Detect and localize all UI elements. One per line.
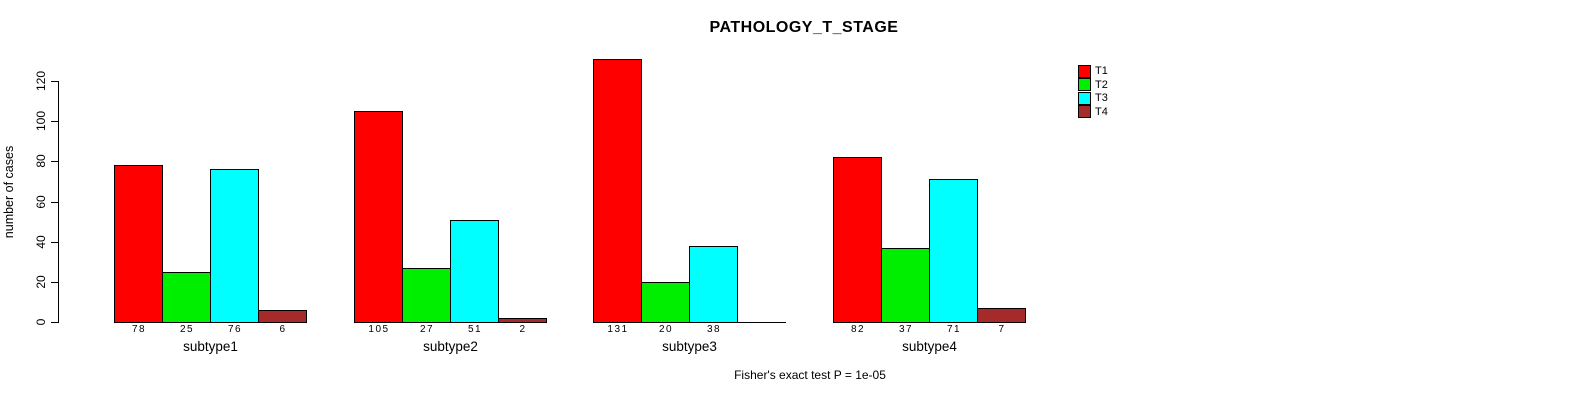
legend-row-t2: T2 bbox=[1078, 78, 1108, 92]
legend-label: T1 bbox=[1095, 65, 1108, 77]
legend-label: T2 bbox=[1095, 78, 1108, 91]
y-axis-line bbox=[58, 81, 59, 323]
legend-swatch-t3 bbox=[1078, 91, 1091, 105]
y-tick bbox=[51, 242, 58, 243]
y-tick bbox=[51, 282, 58, 283]
legend-swatch-t1 bbox=[1078, 64, 1091, 78]
y-tick bbox=[51, 81, 58, 82]
bar-value-label: 105 bbox=[368, 324, 390, 335]
bar-t4-subtype2 bbox=[498, 318, 547, 323]
y-tick-label: 120 bbox=[34, 70, 48, 92]
bar-value-label: 71 bbox=[946, 324, 962, 335]
bar-t1-subtype2 bbox=[354, 111, 403, 323]
bar-value-label: 51 bbox=[467, 324, 483, 335]
bar-value-label: 7 bbox=[998, 324, 1006, 335]
bar-t2-subtype4 bbox=[881, 248, 930, 323]
y-tick-label: 0 bbox=[34, 318, 48, 326]
bar-t3-subtype4 bbox=[929, 179, 978, 323]
y-tick-label: 100 bbox=[34, 110, 48, 132]
bar-t1-subtype1 bbox=[114, 165, 163, 323]
bar-t1-subtype4 bbox=[833, 157, 882, 323]
bar-value-label: 76 bbox=[227, 324, 243, 335]
legend-label: T4 bbox=[1095, 105, 1108, 118]
legend-label: T3 bbox=[1095, 92, 1108, 105]
bar-value-label: 20 bbox=[658, 324, 674, 335]
y-tick-label: 40 bbox=[34, 235, 48, 249]
bar-t2-subtype2 bbox=[402, 268, 451, 323]
legend-swatch-t2 bbox=[1078, 78, 1091, 92]
bar-value-label: 37 bbox=[898, 324, 914, 335]
y-tick-label: 20 bbox=[34, 275, 48, 289]
chart-title: PATHOLOGY_T_STAGE bbox=[709, 19, 899, 36]
y-tick bbox=[51, 161, 58, 162]
legend-row-t3: T3 bbox=[1078, 91, 1108, 105]
bar-t3-subtype2 bbox=[450, 220, 499, 323]
bar-t2-subtype3 bbox=[641, 282, 690, 323]
legend-row-t4: T4 bbox=[1078, 105, 1108, 119]
group-label: subtype3 bbox=[662, 339, 717, 354]
bar-value-label: 25 bbox=[179, 324, 195, 335]
legend-swatch-t4 bbox=[1078, 105, 1091, 119]
bar-t4-subtype4 bbox=[977, 308, 1026, 323]
y-tick-label: 80 bbox=[34, 154, 48, 168]
y-axis-label: number of cases bbox=[2, 145, 16, 239]
bar-value-label: 131 bbox=[607, 324, 629, 335]
y-tick bbox=[51, 322, 58, 323]
bar-value-label: 27 bbox=[419, 324, 435, 335]
bar-value-label: 38 bbox=[706, 324, 722, 335]
y-tick bbox=[51, 202, 58, 203]
bar-t1-subtype3 bbox=[593, 59, 642, 323]
annotation-caption: Fisher's exact test P = 1e-05 bbox=[734, 368, 886, 382]
y-tick bbox=[51, 121, 58, 122]
bar-value-label: 78 bbox=[131, 324, 147, 335]
group-label: subtype2 bbox=[423, 339, 478, 354]
bar-t2-subtype1 bbox=[162, 272, 211, 323]
bar-value-label: 6 bbox=[279, 324, 287, 335]
group-label: subtype1 bbox=[183, 339, 238, 354]
group-label: subtype4 bbox=[902, 339, 957, 354]
bar-value-label: 82 bbox=[850, 324, 866, 335]
legend-row-t1: T1 bbox=[1078, 64, 1108, 78]
bar-t3-subtype3 bbox=[689, 246, 738, 323]
bar-value-label: 2 bbox=[519, 324, 527, 335]
bar-t4-subtype1 bbox=[258, 310, 307, 323]
bar-t3-subtype1 bbox=[210, 169, 259, 323]
y-tick-label: 60 bbox=[34, 195, 48, 209]
